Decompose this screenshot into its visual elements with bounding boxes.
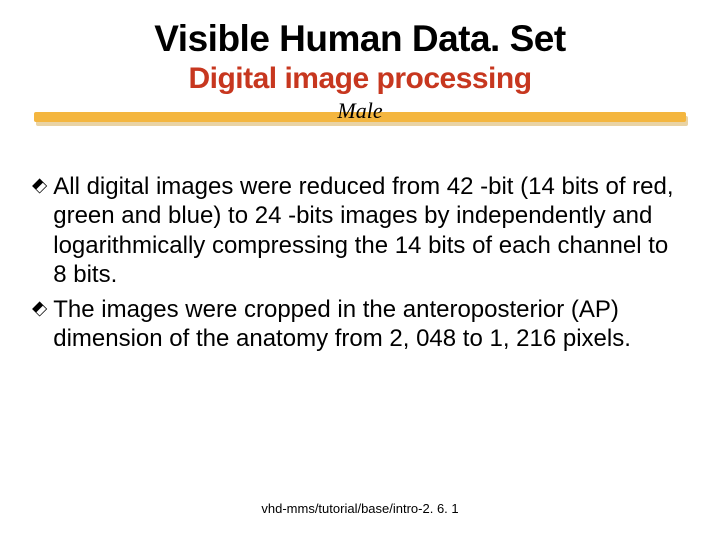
slide: Visible Human Data. Set Digital image pr…: [0, 0, 720, 540]
bullet-text: The images were cropped in the anteropos…: [53, 295, 686, 354]
bullet-item: ◧ The images were cropped in the anterop…: [34, 295, 686, 354]
slide-subheading: Male: [34, 98, 686, 124]
slide-subtitle: Digital image processing: [34, 62, 686, 96]
slide-body: ◧ All digital images were reduced from 4…: [34, 172, 686, 354]
bullet-icon: ◧: [31, 298, 50, 317]
subheading-row: Male: [34, 98, 686, 132]
slide-title: Visible Human Data. Set: [34, 18, 686, 60]
bullet-text: All digital images were reduced from 42 …: [53, 172, 686, 289]
bullet-icon: ◧: [31, 175, 50, 194]
slide-footer: vhd-mms/tutorial/base/intro-2. 6. 1: [0, 501, 720, 516]
bullet-item: ◧ All digital images were reduced from 4…: [34, 172, 686, 289]
